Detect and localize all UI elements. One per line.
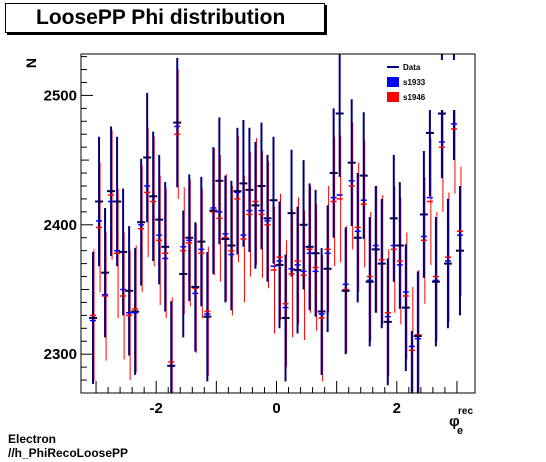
y-tick-label: 2300 [44, 346, 77, 363]
plot-frame [80, 53, 476, 394]
x-axis-label: φ e rec [449, 406, 473, 438]
legend-swatch-s1946 [387, 92, 399, 102]
y-tick-label: 2400 [44, 217, 77, 234]
footer-label-2: //h_PhiRecoLoosePP [8, 446, 129, 460]
legend: Data s1933 s1946 [385, 60, 468, 110]
x-axis-label-main: φ [449, 413, 460, 430]
legend-label-Data: Data [403, 63, 421, 72]
footer-label-1: Electron [8, 432, 57, 446]
legend-label-s1933: s1933 [403, 78, 426, 87]
x-axis-label-sup: rec [458, 406, 473, 417]
chart-title: LoosePP Phi distribution [36, 6, 286, 29]
legend-swatch-s1933 [387, 77, 399, 87]
title-box: LoosePP Phi distribution [5, 3, 325, 33]
x-tick-label: -2 [150, 400, 163, 417]
y-axis-label: N [23, 58, 39, 68]
legend-label-s1946: s1946 [403, 93, 426, 102]
x-tick-label: 2 [393, 400, 401, 417]
y-tick-label: 2500 [44, 87, 77, 104]
x-tick-label: 0 [272, 400, 280, 417]
x-axis-label-sub: e [457, 425, 463, 437]
